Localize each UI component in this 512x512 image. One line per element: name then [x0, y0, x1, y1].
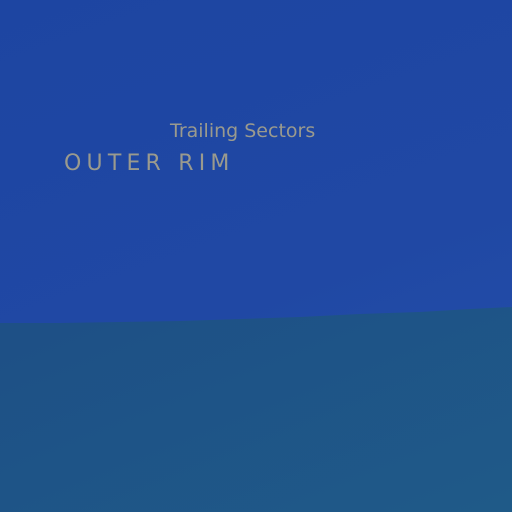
region-subtitle-label: Trailing Sectors: [170, 120, 316, 142]
region-title-label: OUTER RIM: [64, 151, 235, 176]
region-boundary: [0, 307, 512, 512]
